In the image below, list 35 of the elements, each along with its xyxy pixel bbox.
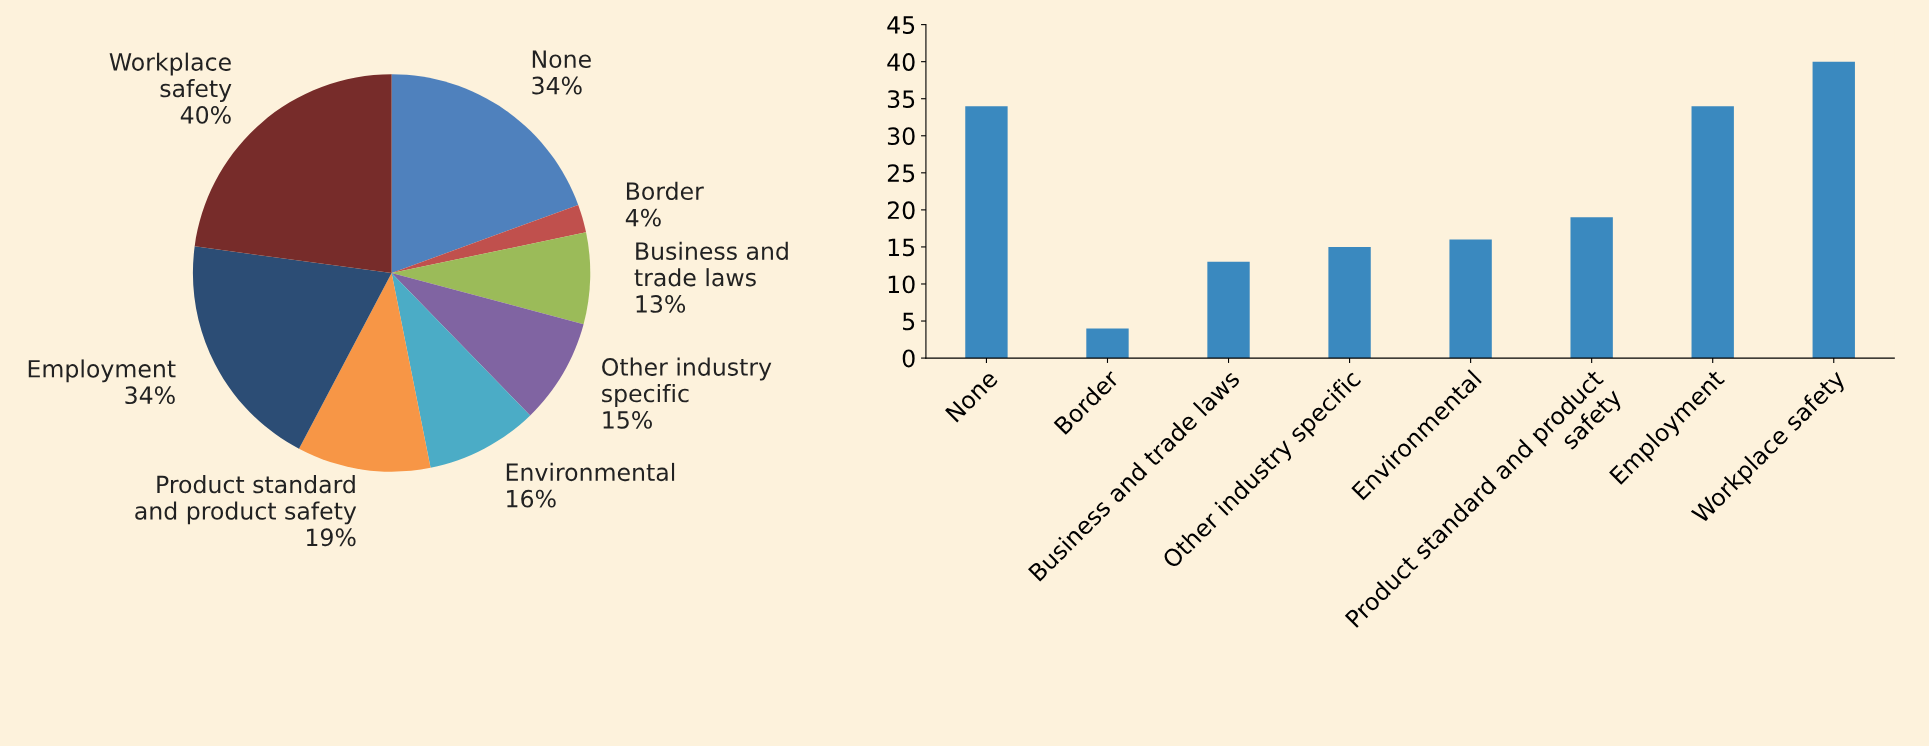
data-label: 13% [636,294,686,313]
y-tick-label: 20 [887,201,915,220]
bar [1086,328,1129,359]
data-label: 4% [625,208,661,227]
y-tick-label: 30 [887,127,915,146]
pie-slice [391,273,584,416]
y-tick-label: 25 [887,164,915,183]
bar [1812,61,1855,359]
slice-label: Border [626,181,704,201]
y-tick-label: 10 [888,275,915,294]
bar [1207,261,1250,359]
pie-slice [299,273,431,472]
bar [965,106,1008,359]
y-tick-label: 15 [888,238,915,257]
data-label: 16% [507,489,556,508]
pie-slice [192,246,392,449]
data-label: 34% [532,76,582,95]
slice-label: None [532,50,591,69]
y-tick-label: 40 [887,53,915,71]
bar [1570,217,1613,359]
pie-slice [391,232,591,325]
data-label: 15% [603,410,652,429]
data-label: 19% [307,528,356,547]
bar [1328,246,1371,359]
slice-label: Business and trade laws [634,241,788,287]
data-label: 40% [180,105,231,124]
bar [1449,239,1492,359]
bar [1691,106,1734,359]
y-tick-label: 5 [903,312,915,331]
slice-label: Workplace safety [109,52,232,102]
y-tick-label: 0 [902,349,915,368]
y-tick-label: 35 [887,90,915,109]
y-tick-label: 45 [887,16,915,34]
pie-slice [391,204,587,274]
data-label: 34% [125,386,175,405]
